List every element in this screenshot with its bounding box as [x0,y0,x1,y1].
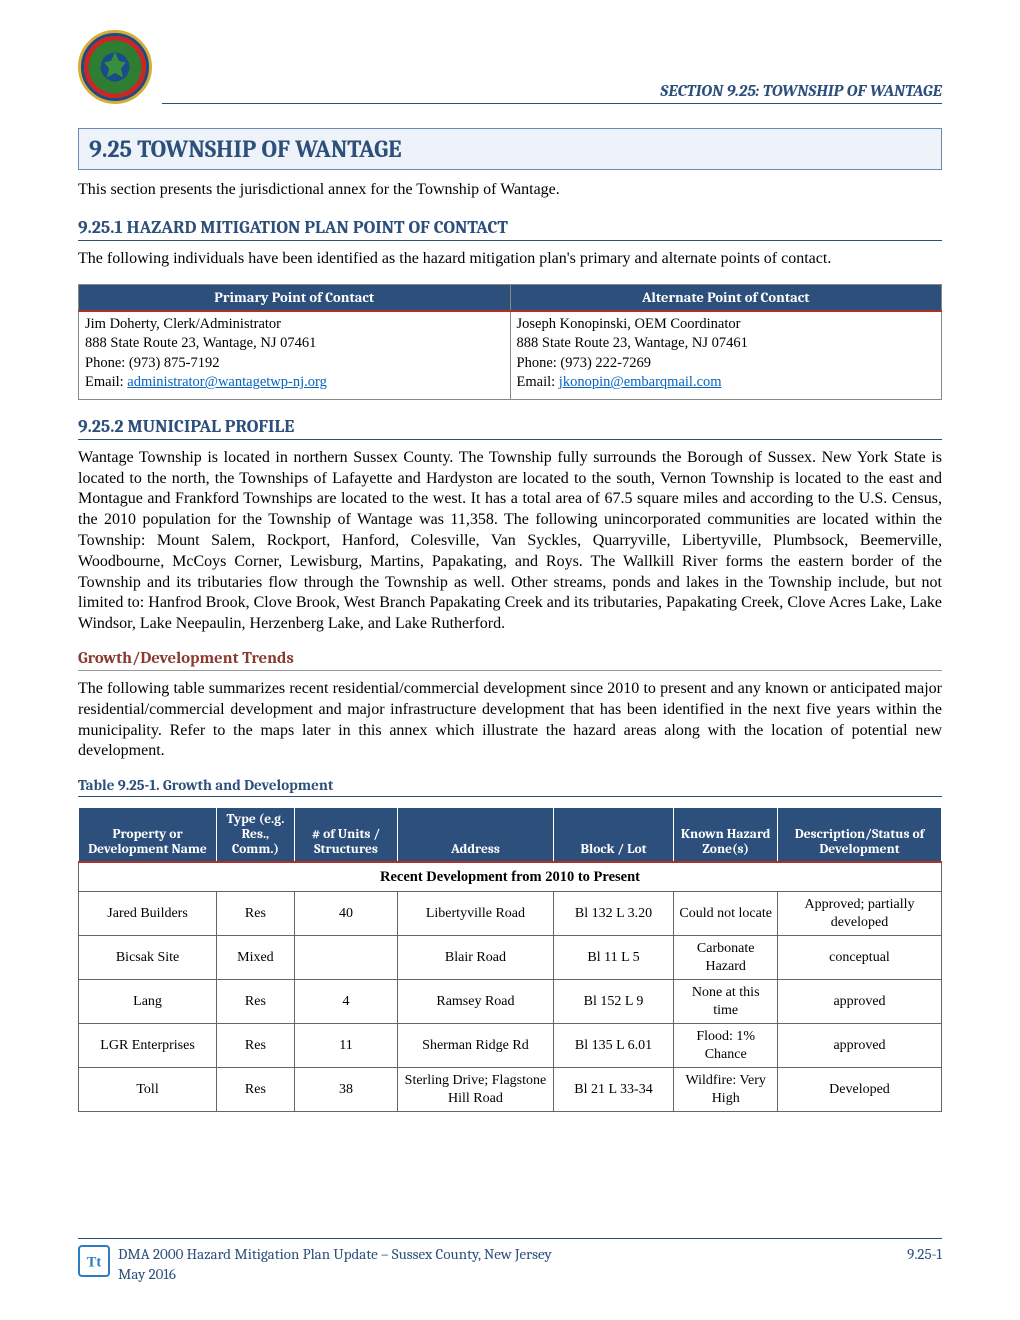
table-caption: Table 9.25-1. Growth and Development [78,776,942,797]
cell-block: Bl 152 L 9 [553,980,674,1024]
cell-type: Mixed [217,936,295,980]
table-row: Bicsak SiteMixed Blair RoadBl 11 L 5Carbo… [79,936,942,980]
cell-block: Bl 11 L 5 [553,936,674,980]
cell-status: Approved; partially developed [777,892,941,936]
primary-email-link[interactable]: administrator@wantagetwp-nj.org [127,374,327,390]
table-row: LGR EnterprisesRes11Sherman Ridge RdBl 1… [79,1024,942,1068]
contact-alternate-header: Alternate Point of Contact [510,284,942,311]
alternate-email-label: Email: [517,374,559,390]
cell-units: 4 [294,980,398,1024]
cell-type: Res [217,1068,295,1112]
cell-status: Developed [777,1068,941,1112]
contact-primary-header: Primary Point of Contact [79,284,511,311]
document-page: SECTION 9.25: TOWNSHIP OF WANTAGE 9.25 T… [0,0,1020,1320]
svg-text:Tt: Tt [87,1255,102,1271]
cell-units: 38 [294,1068,398,1112]
alternate-email-link[interactable]: jkonopin@embarqmail.com [559,374,722,390]
cell-address: Libertyville Road [398,892,553,936]
cell-name: LGR Enterprises [79,1024,217,1068]
footer-line2: May 2016 [118,1265,176,1283]
footer-page-number: 9.25-1 [907,1245,942,1263]
cell-status: approved [777,1024,941,1068]
page-header: SECTION 9.25: TOWNSHIP OF WANTAGE [78,30,942,104]
profile-paragraph: Wantage Township is located in northern … [78,448,942,635]
growth-subheader: Recent Development from 2010 to Present [79,862,942,892]
cell-name: Toll [79,1068,217,1112]
contact-alternate-cell: Joseph Konopinski, OEM Coordinator 888 S… [510,311,942,400]
heading-contact: 9.25.1 HAZARD MITIGATION PLAN POINT OF C… [78,217,942,241]
cell-type: Res [217,1024,295,1068]
cell-hazard: None at this time [674,980,778,1024]
cell-address: Sherman Ridge Rd [398,1024,553,1068]
heading-growth: Growth/Development Trends [78,649,942,671]
intro-paragraph: This section presents the jurisdictional… [78,180,942,201]
cell-type: Res [217,980,295,1024]
section-title: 9.25 TOWNSHIP OF WANTAGE [89,135,931,163]
cell-address: Sterling Drive; Flagstone Hill Road [398,1068,553,1112]
cell-status: conceptual [777,936,941,980]
section-title-box: 9.25 TOWNSHIP OF WANTAGE [78,128,942,170]
tt-logo-icon: Tt [78,1245,110,1277]
growth-table-header-row: Property or Development Name Type (e.g. … [79,808,942,863]
cell-name: Jared Builders [79,892,217,936]
cell-block: Bl 21 L 33-34 [553,1068,674,1112]
cell-hazard: Carbonate Hazard [674,936,778,980]
page-footer: Tt DMA 2000 Hazard Mitigation Plan Updat… [78,1238,942,1284]
growth-table: Property or Development Name Type (e.g. … [78,807,942,1112]
cell-block: Bl 135 L 6.01 [553,1024,674,1068]
primary-address: 888 State Route 23, Wantage, NJ 07461 [85,335,316,351]
cell-address: Ramsey Road [398,980,553,1024]
cell-block: Bl 132 L 3.20 [553,892,674,936]
primary-email-label: Email: [85,374,127,390]
col-status: Description/Status of Development [777,808,941,863]
cell-hazard: Could not locate [674,892,778,936]
alternate-name: Joseph Konopinski, OEM Coordinator [517,316,741,332]
cell-hazard: Wildfire: Very High [674,1068,778,1112]
growth-paragraph: The following table summarizes recent re… [78,679,942,762]
col-units: # of Units / Structures [294,808,398,863]
col-hazard: Known Hazard Zone(s) [674,808,778,863]
table-row: LangRes4Ramsey RoadBl 152 L 9None at thi… [79,980,942,1024]
county-seal-icon [78,30,152,104]
table-row: TollRes38Sterling Drive; Flagstone Hill … [79,1068,942,1112]
cell-name: Bicsak Site [79,936,217,980]
primary-name: Jim Doherty, Clerk/Administrator [85,316,281,332]
alternate-phone: Phone: (973) 222-7269 [517,355,652,371]
contact-primary-cell: Jim Doherty, Clerk/Administrator 888 Sta… [79,311,511,400]
cell-status: approved [777,980,941,1024]
growth-table-body: Recent Development from 2010 to Present … [79,862,942,1112]
cell-units: 11 [294,1024,398,1068]
cell-units: 40 [294,892,398,936]
contact-lead: The following individuals have been iden… [78,249,942,270]
primary-phone: Phone: (973) 875-7192 [85,355,220,371]
cell-hazard: Flood: 1% Chance [674,1024,778,1068]
running-header-rule: SECTION 9.25: TOWNSHIP OF WANTAGE [162,82,942,104]
footer-line1: DMA 2000 Hazard Mitigation Plan Update –… [118,1245,552,1263]
col-name: Property or Development Name [79,808,217,863]
contact-table: Primary Point of Contact Alternate Point… [78,284,942,400]
cell-units [294,936,398,980]
cell-name: Lang [79,980,217,1024]
footer-text: DMA 2000 Hazard Mitigation Plan Update –… [118,1245,895,1284]
col-address: Address [398,808,553,863]
alternate-address: 888 State Route 23, Wantage, NJ 07461 [517,335,748,351]
col-type: Type (e.g. Res., Comm.) [217,808,295,863]
cell-address: Blair Road [398,936,553,980]
heading-profile: 9.25.2 MUNICIPAL PROFILE [78,416,942,440]
col-block: Block / Lot [553,808,674,863]
cell-type: Res [217,892,295,936]
running-header-text: SECTION 9.25: TOWNSHIP OF WANTAGE [660,82,942,101]
table-row: Jared BuildersRes40Libertyville RoadBl 1… [79,892,942,936]
